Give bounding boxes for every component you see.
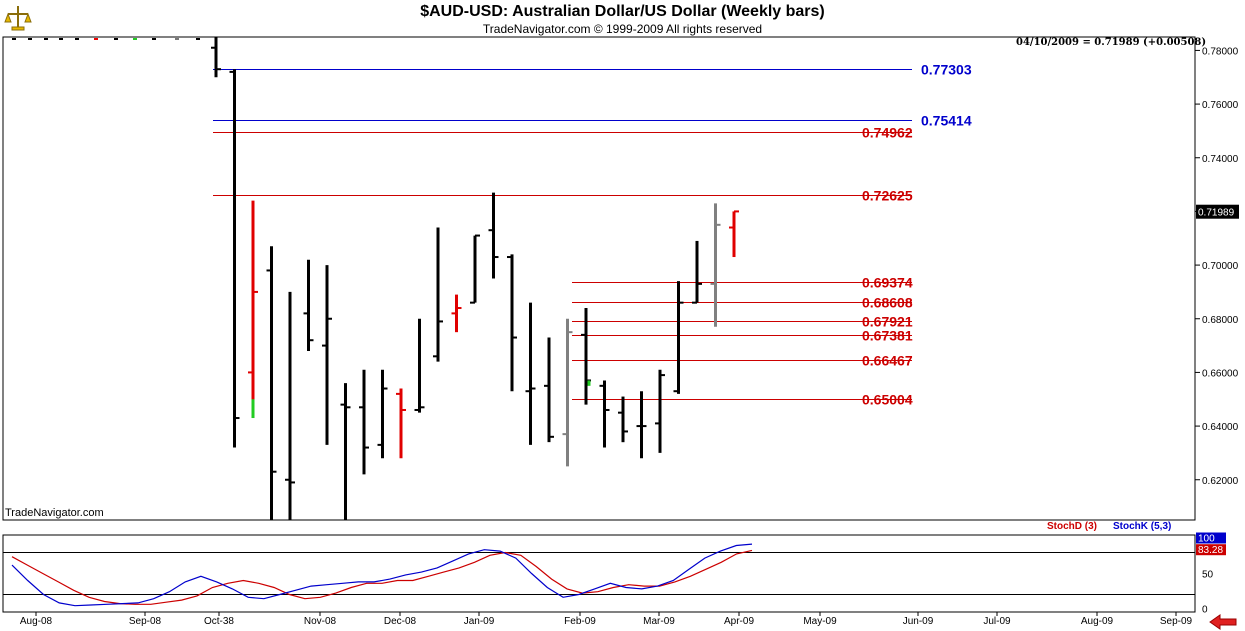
date-tick-label: Oct-38 <box>204 616 234 627</box>
stochk-value-box <box>1196 532 1226 544</box>
ohlc-bar <box>359 369 369 475</box>
ohlc-bar <box>692 240 702 304</box>
last-price-label: 0.71989 <box>1198 208 1235 219</box>
date-tick-label: Apr-09 <box>724 616 754 627</box>
ohlc-bar <box>451 294 462 333</box>
price-levels: 0.77303 0.75414 0.74962 0.72625 0.69374 0.686… <box>213 62 972 408</box>
date-tick-label: Aug-08 <box>20 616 53 627</box>
level-label-0.74962: 0.74962 <box>862 125 913 141</box>
price-pane-frame <box>2 36 1196 521</box>
ohlc-bar <box>229 69 240 448</box>
stochk-legend: StochK (5,3) <box>1113 521 1172 532</box>
stoch-tick-label: 50 <box>1202 570 1214 581</box>
date-tick-label: Mar-09 <box>643 616 675 627</box>
last-price-box <box>1196 204 1239 219</box>
ohlc-bar <box>377 369 388 459</box>
stochd-value-label: 83.28 <box>1198 545 1223 556</box>
ohlc-bar <box>544 337 554 443</box>
price-tick-label: 0.78000 <box>1202 46 1239 57</box>
ohlc-bar <box>655 369 665 453</box>
ohlc-bar <box>618 396 628 443</box>
stoch-tick-label: 0 <box>1202 605 1208 616</box>
ohlc-bar <box>322 265 332 445</box>
ohlc-bar <box>396 388 406 459</box>
ohlc-bar <box>488 192 499 279</box>
ohlc-bar <box>266 246 277 520</box>
ohlc-bar <box>673 281 684 394</box>
price-tick-label: 0.70000 <box>1202 261 1239 272</box>
date-axis: Aug-08 Sep-08 Oct-38 Nov-08 Dec-08 Jan-09 Feb-… <box>20 612 1193 627</box>
price-tick-label: 0.68000 <box>1202 315 1239 326</box>
ohlc-bar <box>285 291 295 520</box>
stochk-value-label: 100 <box>1198 534 1215 545</box>
date-tick-label: Feb-09 <box>564 616 596 627</box>
ohlc-bar <box>433 227 443 362</box>
date-tick-label: Aug-09 <box>1081 616 1114 627</box>
date-tick-label: Dec-08 <box>384 616 417 627</box>
ohlc-bar <box>414 318 425 413</box>
level-label-0.77303: 0.77303 <box>921 62 972 78</box>
date-tick-label: Jul-09 <box>983 616 1011 627</box>
watermark-text: TradeNavigator.com <box>5 507 104 519</box>
price-tick-label: 0.64000 <box>1202 422 1239 433</box>
date-tick-label: Jan-09 <box>464 616 495 627</box>
level-label-0.68608: 0.68608 <box>862 295 913 311</box>
date-tick-label: Nov-08 <box>304 616 337 627</box>
stoch-pane-border <box>2 534 1196 613</box>
ohlc-bar <box>248 200 258 419</box>
ohlc-bar <box>729 210 739 258</box>
price-pane-border <box>2 36 1196 521</box>
ohlc-bar <box>599 380 610 448</box>
ohlc-bar <box>562 318 573 467</box>
level-label-0.69374: 0.69374 <box>862 275 913 291</box>
copyright-text: TradeNavigator.com © 1999-2009 All right… <box>482 22 763 36</box>
date-tick-label: May-09 <box>803 616 837 627</box>
price-tick-label: 0.74000 <box>1202 154 1239 165</box>
ohlc-bar <box>340 383 351 520</box>
stoch-line-stochd <box>11 549 753 605</box>
ohlc-bar <box>525 302 536 445</box>
level-label-0.67381: 0.67381 <box>862 328 913 344</box>
level-label-0.67921: 0.67921 <box>862 314 913 330</box>
stochd-value-box <box>1196 544 1226 556</box>
scroll-left-arrow-icon[interactable] <box>1208 614 1238 630</box>
level-label-0.75414: 0.75414 <box>921 113 972 129</box>
last-quote: 04/10/2009 = 0.71989 (+0.00508) <box>1016 37 1207 48</box>
date-tick-label: Sep-08 <box>129 616 162 627</box>
price-bars <box>211 37 739 520</box>
tradenavigator-logo-icon <box>4 6 32 31</box>
price-axis: 0.780000.760000.740000.720000.700000.680… <box>1194 37 1239 520</box>
ohlc-bar <box>303 259 314 351</box>
level-label-0.65004: 0.65004 <box>862 392 913 408</box>
ohlc-bar <box>507 254 517 392</box>
stoch-line-stochk <box>11 543 753 607</box>
price-tick-label: 0.76000 <box>1202 100 1239 111</box>
date-tick-label: Sep-09 <box>1160 616 1193 627</box>
level-label-0.72625: 0.72625 <box>862 188 913 204</box>
level-label-0.66467: 0.66467 <box>862 353 913 369</box>
ohlc-bar <box>710 203 721 327</box>
chart-title: $AUD-USD: Australian Dollar/US Dollar (W… <box>420 3 825 20</box>
stochd-legend: StochD (3) <box>1047 521 1097 532</box>
ohlc-bar <box>470 234 480 304</box>
ohlc-bar <box>636 391 647 459</box>
date-tick-label: Jun-09 <box>903 616 934 627</box>
price-tick-label: 0.62000 <box>1202 476 1239 487</box>
price-tick-label: 0.66000 <box>1202 368 1239 379</box>
ohlc-bar <box>211 37 221 78</box>
